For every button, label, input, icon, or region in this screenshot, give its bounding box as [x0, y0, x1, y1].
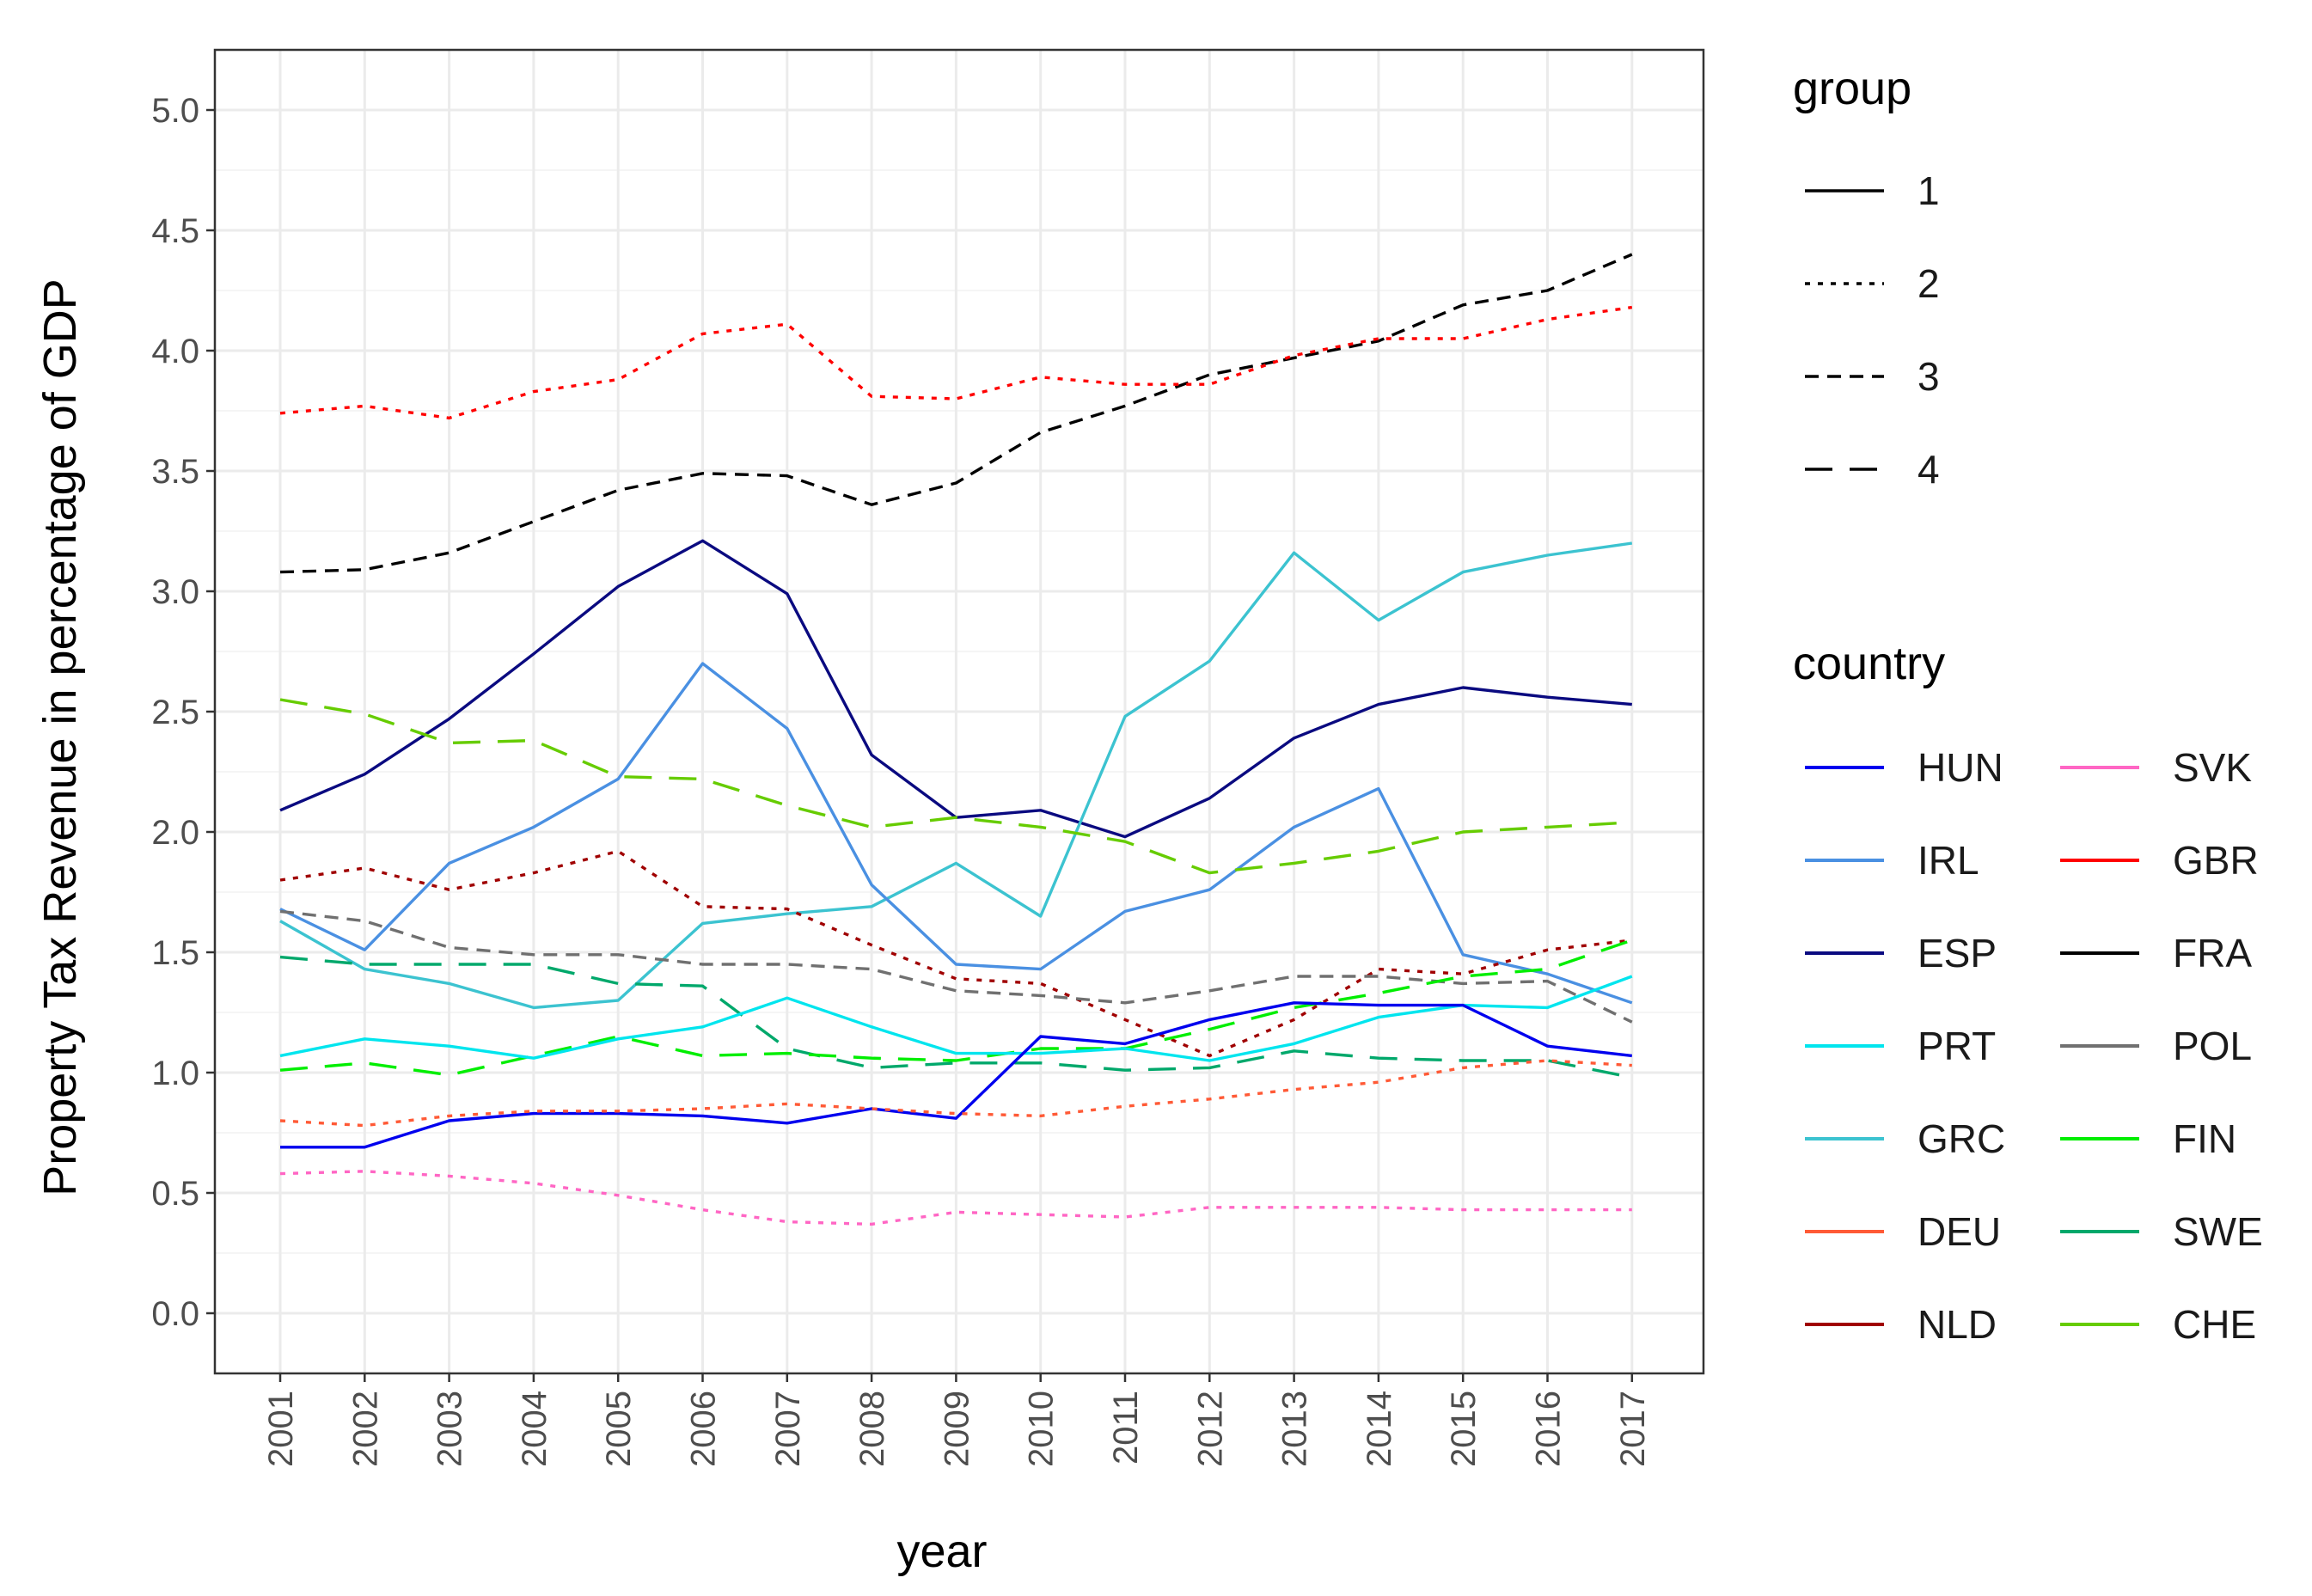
legend-group-label: 3	[1917, 354, 1940, 399]
legend-country-label: ESP	[1917, 931, 1997, 975]
legend-country-label: NLD	[1917, 1302, 1997, 1347]
axes: 0.0 0.5 1.0 1.5 2.0 2.5 3.0 3.5 4.0 4.5 5.0 2001 200…	[151, 92, 1651, 1467]
legend-country-label: GRC	[1917, 1116, 2005, 1161]
series-line-fin	[279, 939, 1633, 1077]
legend-country-label: HUN	[1917, 745, 2003, 790]
x-tick-label: 2010	[1023, 1391, 1061, 1467]
legend-country-label: SVK	[2173, 745, 2252, 790]
legend-country-label: SWE	[2173, 1209, 2263, 1254]
series-lines	[279, 253, 1633, 1226]
legend-country-label: DEU	[1917, 1209, 2001, 1254]
x-tick-label: 2014	[1361, 1391, 1398, 1467]
legend-group-label: 4	[1917, 447, 1940, 492]
x-tick-label: 2013	[1276, 1391, 1314, 1467]
y-tick-label: 2.5	[151, 694, 199, 731]
legend-country-label: FRA	[2173, 931, 2252, 975]
series-line-fra	[279, 253, 1633, 574]
legend-group: group 1 2 3 4	[1793, 63, 1940, 492]
x-tick-label: 2012	[1191, 1391, 1229, 1467]
x-tick-label: 2017	[1614, 1391, 1652, 1467]
x-tick-label: 2004	[516, 1391, 554, 1467]
x-tick-label: 2015	[1445, 1391, 1483, 1467]
series-line-che	[279, 698, 1632, 875]
legend-country: country HUN IRL ESP PRT GRC DEU NLD SVK GBR FRA PO…	[1793, 638, 2263, 1347]
x-tick-label: 2005	[600, 1391, 638, 1467]
y-tick-label: 4.0	[151, 333, 199, 370]
series-line-prt	[279, 975, 1633, 1062]
y-tick-label: 3.0	[151, 573, 199, 611]
y-tick-label: 1.5	[151, 934, 199, 972]
y-tick-label: 3.5	[151, 453, 199, 491]
y-tick-label: 4.5	[151, 212, 199, 250]
y-tick-label: 2.0	[151, 814, 199, 852]
y-tick-label: 1.0	[151, 1055, 199, 1092]
legend-country-title: country	[1793, 638, 1945, 689]
x-tick-label: 2007	[769, 1391, 807, 1467]
series-line-swe	[279, 955, 1633, 1079]
legend-country-label: IRL	[1917, 838, 1979, 883]
x-tick-label: 2003	[431, 1391, 469, 1467]
y-tick-label: 5.0	[151, 92, 199, 130]
y-tick-label: 0.5	[151, 1175, 199, 1213]
series-line-grc	[279, 541, 1633, 1010]
series-line-hun	[280, 1001, 1632, 1149]
x-tick-label: 2009	[938, 1391, 976, 1467]
legend-group-title: group	[1793, 63, 1911, 114]
x-axis-title: year	[896, 1526, 987, 1577]
x-tick-label: 2006	[685, 1391, 723, 1467]
legend-group-label: 1	[1917, 168, 1940, 213]
legend-group-label: 2	[1917, 261, 1940, 306]
y-axis-title: Property Tax Revenue in percentage of GD…	[34, 278, 86, 1196]
legend-country-label: GBR	[2173, 838, 2259, 883]
x-tick-label: 2016	[1530, 1391, 1568, 1467]
x-tick-label: 2008	[853, 1391, 891, 1467]
x-tick-label: 2002	[346, 1391, 384, 1467]
series-line-nld	[279, 849, 1632, 1058]
legend-country-label: CHE	[2173, 1302, 2256, 1347]
x-tick-label: 2011	[1107, 1391, 1145, 1465]
legend-country-label: POL	[2173, 1024, 2252, 1068]
y-tick-label: 0.0	[151, 1295, 199, 1333]
legend-country-label: FIN	[2173, 1116, 2236, 1161]
grid	[215, 50, 1703, 1373]
series-line-pol	[279, 909, 1633, 1024]
legend-country-label: PRT	[1917, 1024, 1996, 1068]
series-line-irl	[279, 662, 1633, 1005]
x-tick-label: 2001	[262, 1391, 300, 1467]
